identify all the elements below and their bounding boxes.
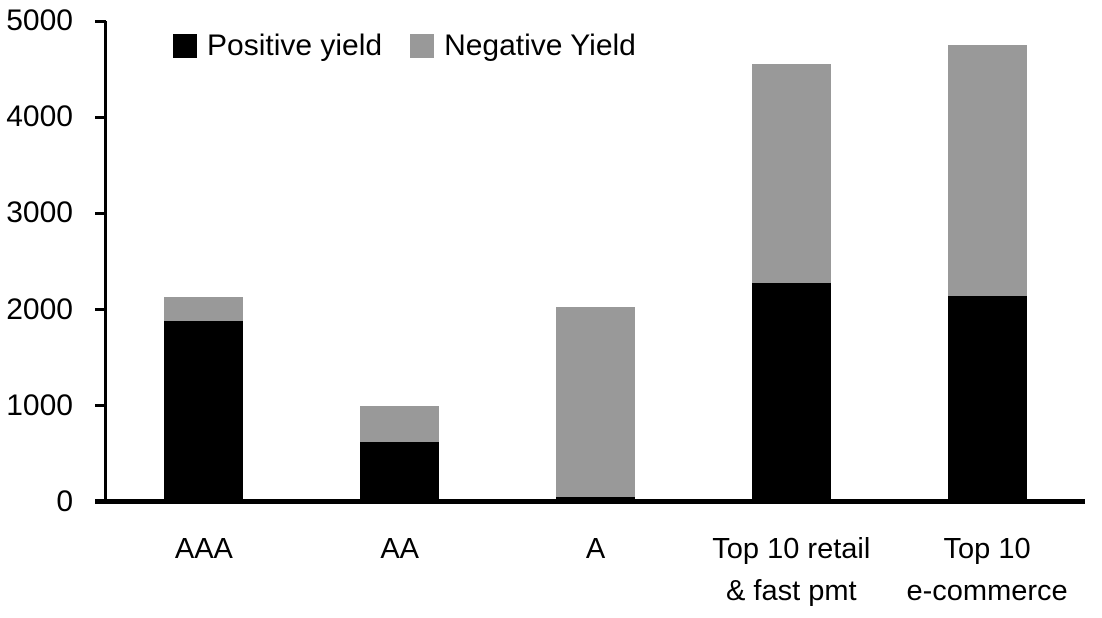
y-tick-mark	[95, 404, 106, 408]
bar-segment-negative-5	[947, 45, 1027, 297]
y-tick-label-1000: 1000	[6, 388, 73, 422]
legend: Positive yield Negative Yield	[173, 30, 636, 62]
legend-label-negative-yield: Negative Yield	[444, 29, 636, 62]
y-tick-label-5000: 5000	[6, 4, 73, 37]
legend-swatch-positive-yield	[173, 34, 197, 58]
y-tick-label-0: 0	[56, 485, 73, 518]
y-tick-mark	[95, 308, 106, 312]
bar-segment-positive-3	[556, 497, 635, 502]
bar-segment-negative-4	[751, 64, 831, 283]
y-tick-label-4000: 4000	[6, 100, 73, 134]
x-label-3: A	[585, 533, 606, 565]
bar-segment-positive-4	[751, 282, 831, 502]
bar-segment-negative-1	[164, 297, 244, 322]
y-tick-mark	[95, 211, 106, 215]
x-label-2: AA	[380, 533, 420, 565]
bar-segment-negative-2	[360, 405, 440, 443]
y-tick-label-2000: 2000	[6, 292, 73, 326]
bar-segment-positive-5	[947, 296, 1027, 502]
y-tick-mark	[95, 19, 106, 23]
x-label-5: Top 10 e-commerce	[906, 533, 1068, 607]
y-tick-label-3000: 3000	[6, 196, 73, 230]
legend-label-positive-yield: Positive yield	[207, 29, 383, 62]
bar-segment-negative-3	[556, 306, 635, 498]
y-axis-line	[104, 21, 107, 504]
bar-segment-positive-1	[164, 321, 244, 502]
bar-segment-positive-2	[360, 442, 440, 502]
y-tick-mark	[95, 115, 106, 119]
y-tick-mark	[95, 500, 106, 504]
legend-swatch-negative-yield	[410, 34, 435, 58]
x-label-4: Top 10 retail & fast pmt	[712, 533, 871, 607]
x-label-1: AAA	[174, 533, 233, 565]
